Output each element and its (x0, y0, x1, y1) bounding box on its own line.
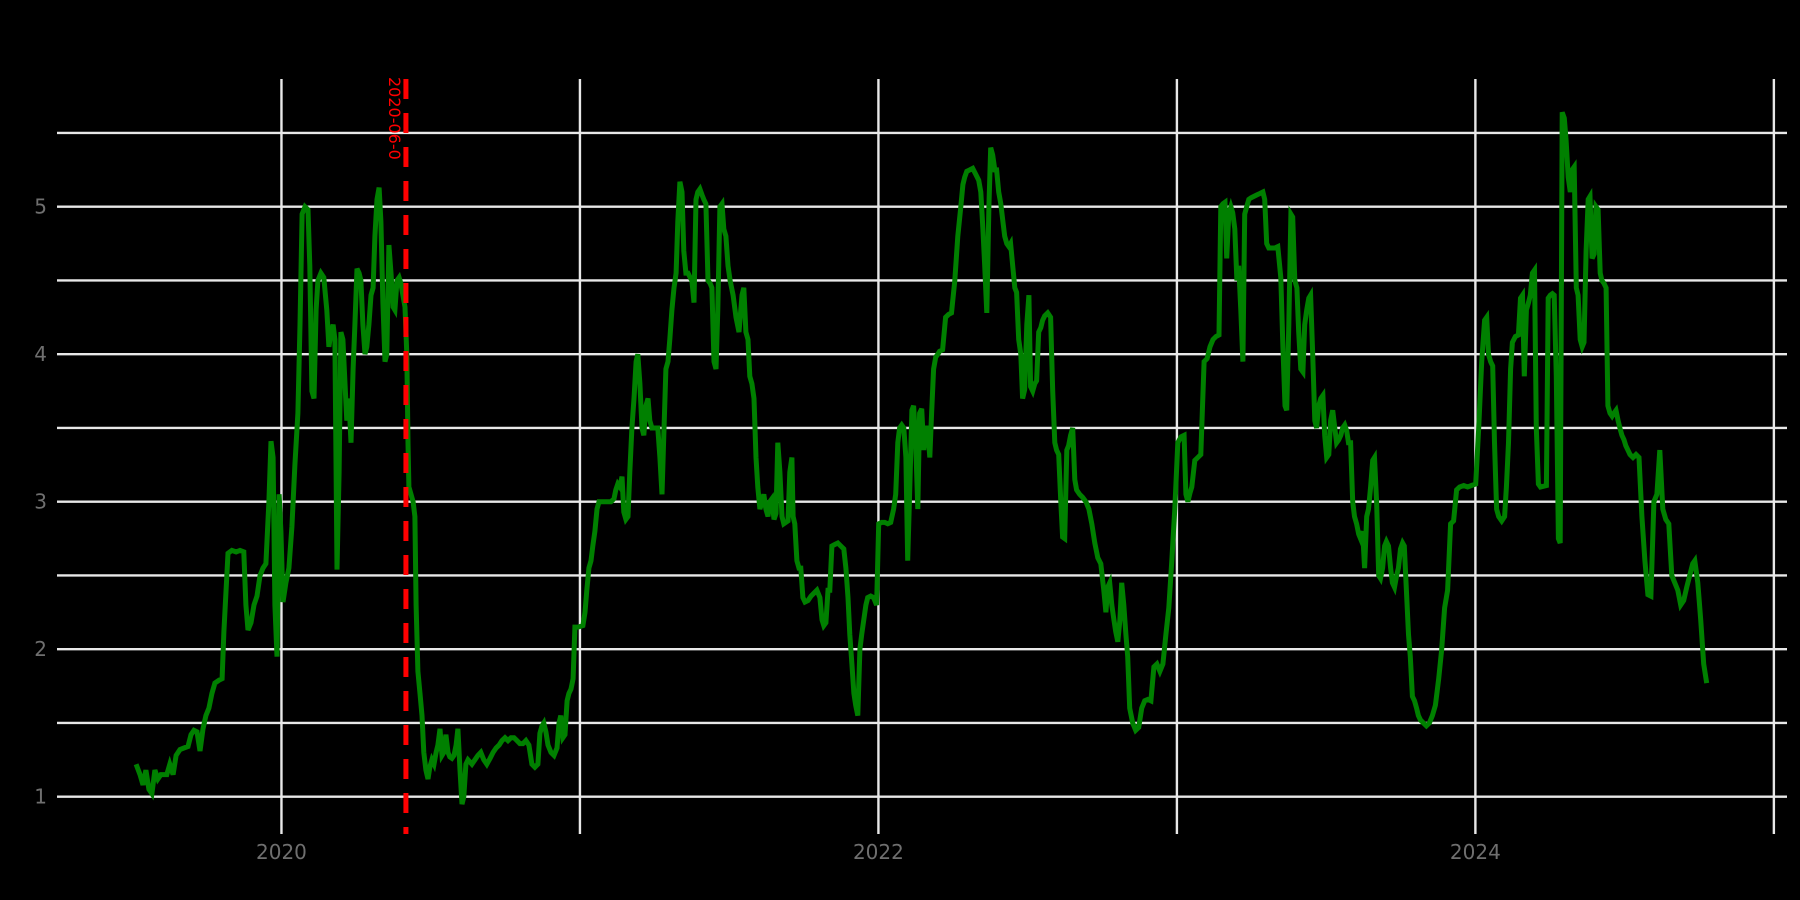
y-tick-label-5: 5 (34, 195, 47, 219)
annotation-label: 2020-06-0 (385, 77, 404, 160)
x-tick-label-2024: 2024 (1450, 840, 1501, 864)
y-tick-label-2: 2 (34, 637, 47, 661)
y-tick-label-1: 1 (34, 785, 47, 809)
x-tick-label-2022: 2022 (853, 840, 904, 864)
x-tick-label-2020: 2020 (256, 840, 307, 864)
series-line-daily-value (133, 111, 1710, 805)
y-tick-label-3: 3 (34, 490, 47, 514)
y-tick-label-4: 4 (34, 342, 47, 366)
